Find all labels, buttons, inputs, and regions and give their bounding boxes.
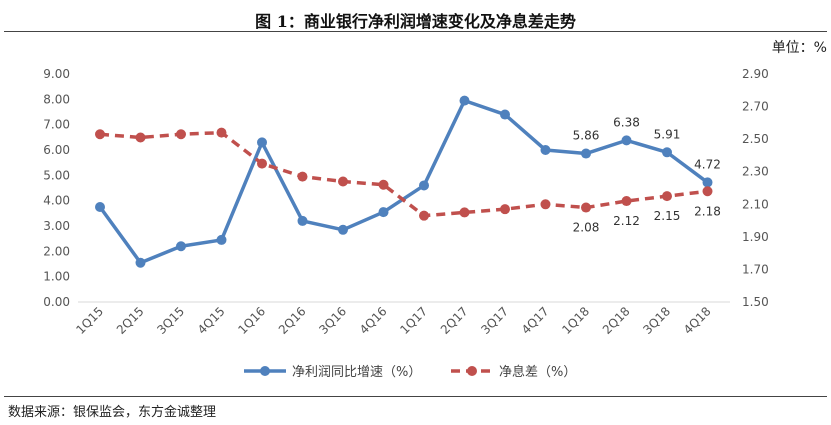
series-1-data-label: 6.38 [613, 115, 640, 129]
x-tick-label: 4Q15 [195, 304, 228, 337]
series-1-data-label: 5.91 [654, 127, 681, 141]
series-1-point [459, 95, 470, 106]
source-note: 数据来源：银保监会，东方金诚整理 [8, 405, 217, 420]
y-left-tick-label: 1.00 [43, 270, 70, 284]
y-right-tick-label: 2.50 [742, 132, 769, 146]
series-1-point [216, 234, 227, 245]
x-tick-label: 4Q18 [681, 304, 714, 337]
y-left-tick-label: 5.00 [43, 168, 70, 182]
legend-marker-1 [260, 366, 270, 376]
series-2-point [176, 129, 186, 140]
series-2-point [459, 207, 470, 218]
series-1-point [662, 147, 672, 158]
x-tick-label: 2Q18 [600, 304, 633, 337]
y-right-tick-label: 1.90 [742, 230, 769, 244]
x-tick-label: 3Q15 [154, 304, 187, 337]
legend-marker-2 [467, 366, 477, 376]
chart-title: 图 1：商业银行净利润增速变化及净息差走势 [255, 12, 576, 31]
series-2-point [419, 210, 429, 221]
x-tick-label: 4Q17 [519, 304, 552, 337]
x-tick-label: 1Q16 [235, 304, 268, 337]
y-right-tick-label: 2.70 [742, 100, 769, 114]
series-2-point [581, 202, 591, 213]
series-lines [98, 98, 709, 265]
series-1-point [500, 109, 510, 120]
series-1-point [702, 177, 713, 188]
series-2-point [216, 127, 227, 138]
series-2-point [378, 179, 389, 190]
series-2-point [135, 132, 146, 143]
y-left-tick-label: 4.00 [43, 194, 70, 208]
series-line-2 [99, 130, 708, 218]
unit-label: 单位：% [771, 40, 827, 56]
series-2-point [702, 186, 713, 197]
series-1-point [419, 180, 429, 191]
series-2-point [500, 204, 510, 215]
bottom-rule [4, 396, 827, 397]
y-right-tick-label: 1.70 [742, 262, 769, 276]
legend-label-2: 净息差（%） [499, 364, 576, 380]
series-1-point [540, 145, 551, 155]
series-1-point [378, 207, 389, 218]
y-left-tick-label: 3.00 [43, 219, 70, 233]
series-2-data-label: 2.12 [613, 214, 640, 228]
series-1-point [621, 135, 632, 146]
series-1-point [135, 257, 146, 268]
series-2-point [257, 158, 267, 169]
legend-label-1: 净利润同比增速（%） [292, 365, 421, 380]
y-left-tick-label: 7.00 [43, 118, 70, 132]
series-2-data-label: 2.15 [654, 209, 681, 223]
series-1-point [338, 224, 348, 235]
x-tick-label: 2Q17 [438, 304, 471, 337]
y-left-tick-label: 0.00 [43, 295, 70, 309]
x-tick-label: 3Q17 [478, 304, 511, 337]
series-2-point [95, 129, 105, 140]
series-1-data-label: 5.86 [573, 129, 600, 143]
series-2-point [662, 191, 672, 202]
series-1-point [176, 241, 186, 252]
x-tick-label: 1Q15 [73, 304, 106, 337]
x-tick-label: 3Q18 [640, 304, 673, 337]
series-1-point [257, 137, 267, 148]
y-right-tick-label: 2.30 [742, 165, 769, 179]
series-1-point [581, 148, 591, 159]
x-tick-label: 1Q18 [559, 304, 592, 337]
x-tick-label: 3Q16 [316, 304, 349, 337]
chart-axes: 0.00 1.00 2.00 3.00 4.00 5.00 6.00 7.00 8.00 9.00… [43, 67, 768, 337]
top-rule [4, 31, 827, 32]
y-right-tick-label: 2.90 [742, 67, 769, 81]
series-1-point [95, 202, 105, 212]
y-left-tick-label: 6.00 [43, 143, 70, 157]
series-2-point [297, 171, 308, 182]
y-right-tick-label: 2.10 [742, 197, 769, 211]
x-tick-label: 1Q17 [397, 304, 430, 337]
legend: 净利润同比增速（%） 净息差（%） [244, 364, 576, 380]
y-right-tick-label: 1.50 [742, 295, 769, 309]
series-1-point [297, 215, 308, 226]
x-tick-label: 2Q15 [114, 304, 147, 337]
series-2-point [621, 196, 632, 207]
y-left-tick-label: 8.00 [43, 92, 70, 106]
series-1-data-label: 4.72 [694, 157, 721, 171]
y-left-tick-label: 9.00 [43, 67, 70, 81]
series-points [95, 95, 713, 268]
series-2-data-label: 2.08 [573, 221, 600, 235]
x-tick-label: 4Q16 [357, 304, 390, 337]
series-2-data-label: 2.18 [694, 204, 721, 218]
series-2-point [338, 176, 348, 187]
series-2-point [540, 199, 551, 210]
y-left-tick-label: 2.00 [43, 244, 70, 258]
data-labels: 5.86 6.38 5.91 4.72 2.08 2.12 2.15 2.18 [573, 115, 721, 234]
x-tick-label: 2Q16 [276, 304, 309, 337]
